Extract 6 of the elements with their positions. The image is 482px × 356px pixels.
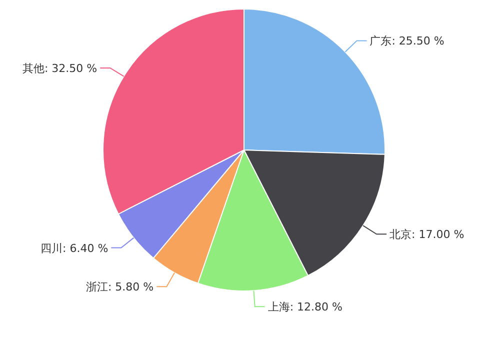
- slice-label: 四川: 6.40 %: [40, 242, 108, 255]
- slice-label: 上海: 12.80 %: [268, 300, 342, 314]
- slice-label: 浙江: 5.80 %: [86, 280, 154, 294]
- slice-label: 广东: 25.50 %: [370, 34, 444, 48]
- slice-label: 其他: 32.50 %: [22, 62, 98, 75]
- slice-label: 北京: 17.00 %: [390, 228, 464, 242]
